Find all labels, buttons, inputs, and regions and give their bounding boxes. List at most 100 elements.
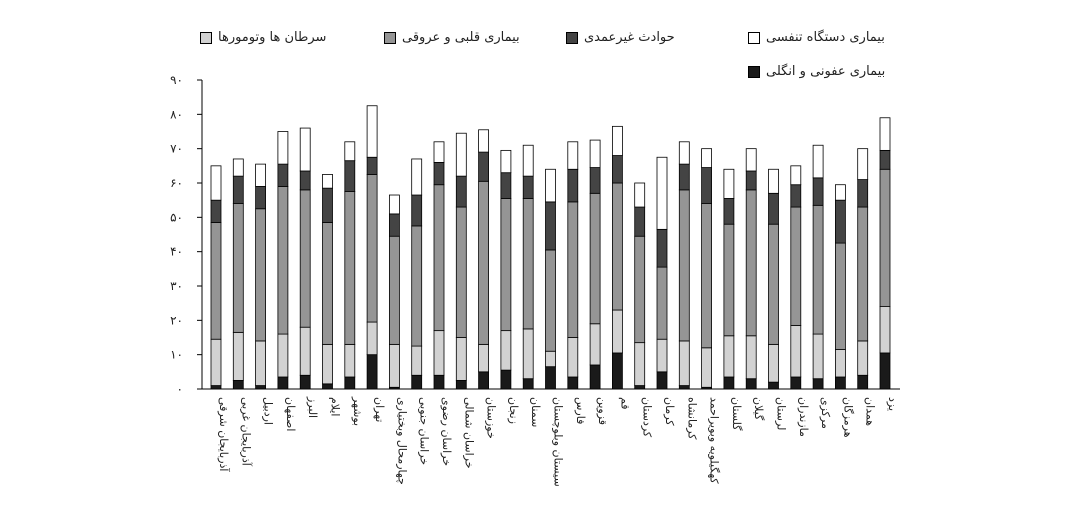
bar-segment — [835, 350, 845, 377]
legend-item-accidents: حوادث غیرعمدی — [566, 30, 675, 45]
x-tick-label: ایلام — [329, 397, 342, 417]
x-tick-label: هرمزگان — [841, 397, 854, 438]
bar-segment — [590, 324, 600, 365]
bar-segment — [412, 195, 422, 226]
x-tick-label: یزد — [886, 397, 899, 411]
bar-segment — [546, 202, 556, 250]
bar-segment — [501, 198, 511, 330]
bar-segment — [769, 193, 779, 224]
y-tick-label: ۳۰ — [170, 279, 183, 293]
bar-segment — [813, 334, 823, 379]
bar-segment — [635, 183, 645, 207]
x-tick-label: سمنان — [529, 397, 542, 427]
x-tick-label: بوشهر — [351, 396, 364, 426]
bar-segment — [233, 176, 243, 203]
bar-segment — [858, 375, 868, 389]
legend-label: سرطان ها وتومورها — [218, 30, 326, 45]
x-axis-labels: آذربایجان شرقی آذربایجان غربی اردبیل اصفهان… — [217, 396, 899, 487]
bar-segment — [278, 186, 288, 334]
bar-segment — [300, 190, 310, 327]
bar-segment — [858, 341, 868, 375]
bar-segment — [612, 126, 622, 155]
bar-segment — [479, 130, 489, 152]
bar-segment — [590, 140, 600, 167]
bar-segment — [523, 145, 533, 176]
x-tick-label: قزوین — [596, 397, 609, 425]
x-tick-label: آذربایجان شرقی — [217, 397, 231, 472]
x-tick-label: گلستان — [730, 397, 743, 431]
bar-segment — [612, 353, 622, 389]
bar-segment — [456, 207, 466, 337]
bar-segment — [546, 351, 556, 366]
x-tick-label: کردستان — [641, 397, 654, 438]
x-tick-label: فارس — [574, 397, 587, 424]
x-tick-label: آذربایجان غربی — [239, 397, 253, 467]
x-tick-label: خراسان شمالی — [462, 397, 475, 469]
bar-segment — [880, 169, 890, 306]
bar-segment — [746, 336, 756, 379]
x-tick-label: کرمانشاه — [685, 397, 698, 440]
bar-segment — [769, 382, 779, 389]
bar-segment — [323, 222, 333, 344]
legend-swatch — [748, 32, 760, 44]
bar-segment — [479, 181, 489, 344]
bar-segment — [590, 168, 600, 194]
bar-segment — [256, 186, 266, 208]
bar-segment — [679, 341, 689, 386]
bar-segment — [233, 380, 243, 389]
bar-segment — [612, 310, 622, 353]
bar-segment — [791, 377, 801, 389]
bar-segment — [278, 334, 288, 377]
bar-segment — [724, 377, 734, 389]
bar-segment — [345, 344, 355, 377]
bar-segment — [724, 336, 734, 377]
bar-segment — [523, 379, 533, 389]
bar-segment — [880, 150, 890, 169]
bar-segment — [724, 169, 734, 198]
bar-segment — [813, 379, 823, 389]
x-tick-label: لرستان — [775, 397, 788, 430]
bar-segment — [724, 198, 734, 224]
bar-segment — [635, 386, 645, 389]
bar-segment — [456, 176, 466, 207]
bar-segment — [278, 164, 288, 186]
x-tick-label: مازندران — [797, 397, 810, 437]
bar-segment — [501, 331, 511, 370]
bar-segment — [724, 224, 734, 336]
bar-segment — [479, 344, 489, 371]
bar-segment — [635, 236, 645, 342]
bar-segment — [523, 329, 533, 379]
bar-segment — [769, 169, 779, 193]
bar-segment — [256, 386, 266, 389]
x-tick-label: اردبیل — [262, 397, 275, 425]
bar-segment — [389, 236, 399, 344]
bar-segment — [300, 171, 310, 190]
legend-swatch — [748, 66, 760, 78]
x-tick-label: گیلان — [752, 397, 765, 421]
legend-label: حوادث غیرعمدی — [584, 30, 675, 45]
bar-segment — [412, 226, 422, 346]
y-tick-label: ۱۰ — [170, 348, 183, 362]
bar-segment — [233, 332, 243, 380]
bar-segment — [367, 355, 377, 389]
bar-segment — [702, 168, 712, 204]
bar-segment — [323, 344, 333, 383]
bar-segment — [813, 178, 823, 205]
bar-segment — [479, 152, 489, 181]
legend-swatch — [566, 32, 578, 44]
bar-segment — [679, 386, 689, 389]
bar-segment — [746, 379, 756, 389]
bar-segment — [679, 190, 689, 341]
bar-segment — [412, 375, 422, 389]
y-tick-label: ۸۰ — [170, 107, 183, 121]
bar-segment — [612, 156, 622, 183]
bar-segment — [746, 190, 756, 336]
bar-segment — [456, 133, 466, 176]
y-tick-label: ۹۰ — [170, 73, 183, 87]
bar-segment — [791, 185, 801, 207]
bar-segment — [456, 380, 466, 389]
x-tick-label: خوزستان — [485, 397, 498, 439]
bar-segment — [858, 207, 868, 341]
bar-segment — [746, 149, 756, 171]
